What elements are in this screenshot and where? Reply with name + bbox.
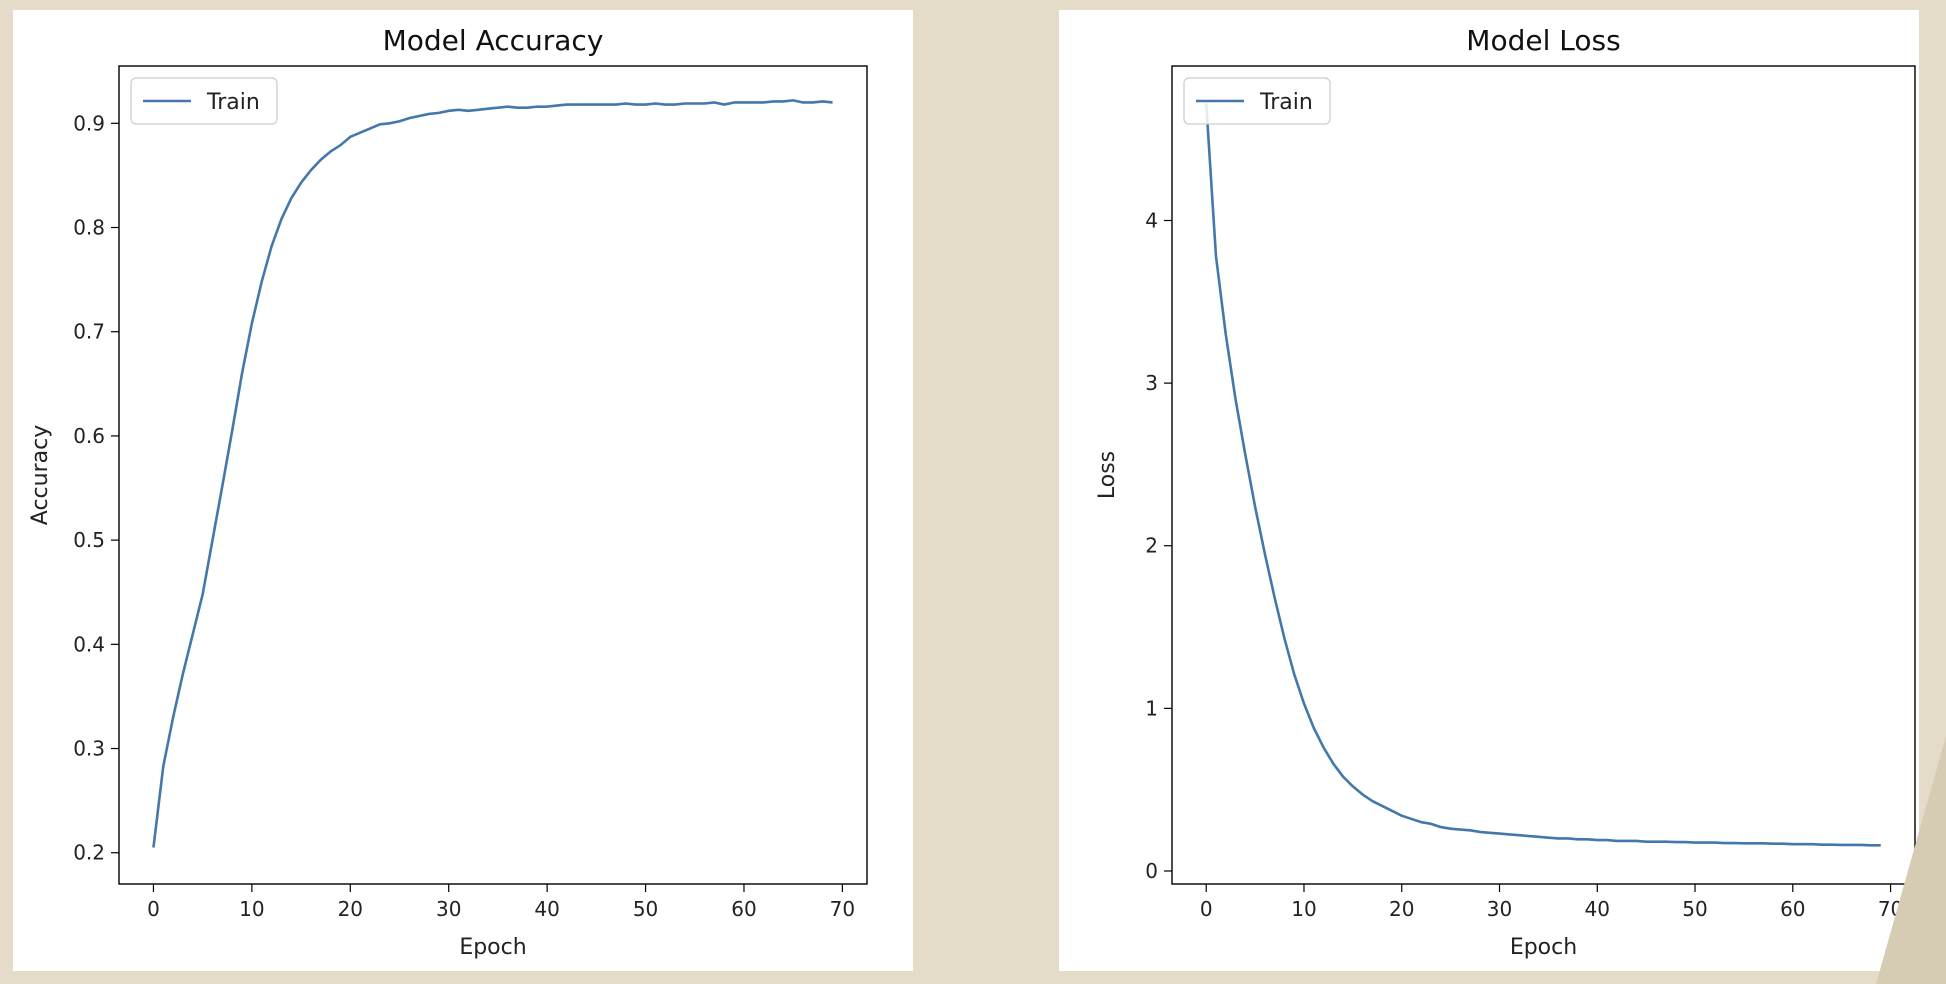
plot-frame: [118, 65, 868, 885]
y-tick-label: 3: [1145, 371, 1158, 395]
x-tick-label: 0: [1200, 897, 1213, 921]
x-axis-label: Epoch: [1510, 935, 1577, 960]
accuracy-chart-panel: Model Accuracy 0 10 20 30 40 50 60 70 0.2 0.3 0.4 0.…: [13, 10, 913, 971]
y-tick-label: 4: [1145, 208, 1158, 232]
x-tick-label: 50: [1682, 897, 1707, 921]
x-tick-label: 30: [1487, 897, 1512, 921]
y-tick-label: 0.9: [73, 111, 105, 135]
y-tick-label: 0.6: [73, 424, 105, 448]
legend: Train: [1183, 77, 1331, 125]
y-tick-label: 0.8: [73, 216, 105, 240]
x-tick-label: 60: [731, 897, 756, 921]
x-tick-label: 10: [239, 897, 264, 921]
y-tick-label: 2: [1145, 534, 1158, 558]
plot-frame: [1171, 65, 1916, 885]
loss-chart-panel: Model Loss 0 10 20 30 40 50 60 70 0 1 2 3 4 Epoch Loss T…: [1059, 10, 1919, 971]
y-tick-label: 0.2: [73, 841, 105, 865]
legend-entry: Train: [1259, 90, 1313, 115]
corner-decoration: [1876, 736, 1946, 984]
x-tick-label: 50: [633, 897, 658, 921]
x-tick-label: 30: [436, 897, 461, 921]
legend-box: [130, 77, 278, 125]
legend: Train: [130, 77, 278, 125]
y-axis-label: Accuracy: [28, 425, 53, 525]
y-tick-label: 0.7: [73, 320, 105, 344]
y-tick-label: 0: [1145, 859, 1158, 883]
series-line-train: [1204, 103, 1881, 847]
y-tick-label: 0.4: [73, 632, 105, 656]
y-axis-label: Loss: [1095, 451, 1120, 499]
x-tick-label: 20: [1389, 897, 1414, 921]
x-axis-label: Epoch: [459, 935, 526, 960]
y-tick-label: 0.5: [73, 528, 105, 552]
accuracy-chart: Model Accuracy 0 10 20 30 40 50 60 70 0.2 0.3 0.4 0.…: [28, 24, 868, 960]
y-tick-label: 0.3: [73, 737, 105, 761]
x-tick-label: 70: [830, 897, 855, 921]
chart-title: Model Loss: [1466, 24, 1620, 57]
legend-box: [1183, 77, 1331, 125]
legend-entry: Train: [206, 90, 260, 115]
x-tick-label: 40: [534, 897, 559, 921]
x-tick-label: 40: [1585, 897, 1610, 921]
x-tick-label: 0: [147, 897, 160, 921]
x-tick-label: 20: [338, 897, 363, 921]
y-tick-label: 1: [1145, 696, 1158, 720]
chart-title: Model Accuracy: [383, 24, 604, 57]
x-tick-label: 10: [1291, 897, 1316, 921]
series-line-train: [152, 99, 833, 848]
x-tick-label: 60: [1780, 897, 1805, 921]
